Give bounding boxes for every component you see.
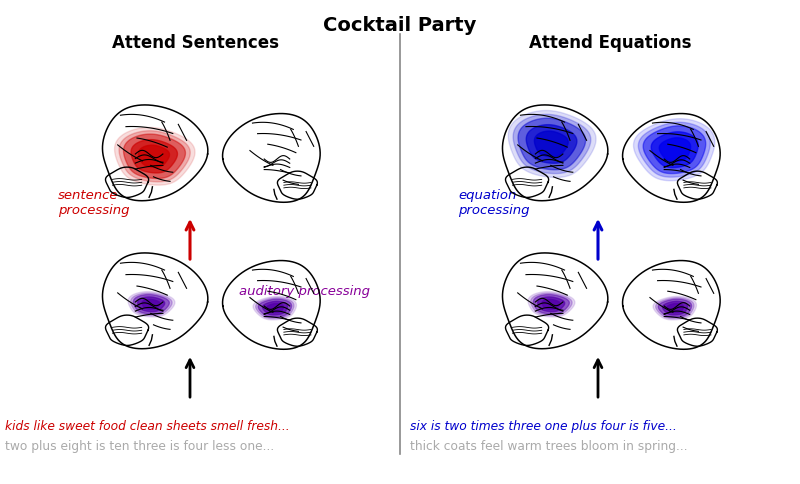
Polygon shape (678, 318, 718, 346)
Polygon shape (659, 138, 690, 162)
Polygon shape (542, 300, 560, 309)
Polygon shape (258, 299, 291, 317)
Polygon shape (253, 296, 297, 320)
Polygon shape (653, 296, 697, 320)
Polygon shape (634, 119, 714, 181)
Polygon shape (106, 167, 149, 197)
Polygon shape (662, 302, 687, 315)
Polygon shape (530, 293, 572, 316)
Text: Attend Sentences: Attend Sentences (111, 34, 278, 52)
Polygon shape (502, 253, 608, 349)
Text: thick coats feel warm trees bloom in spring...: thick coats feel warm trees bloom in spr… (410, 440, 688, 453)
Text: auditory processing: auditory processing (239, 285, 370, 298)
Polygon shape (142, 300, 160, 309)
Polygon shape (102, 253, 208, 349)
Polygon shape (262, 302, 287, 315)
Polygon shape (106, 315, 149, 346)
Polygon shape (222, 114, 320, 202)
Text: sentence
processing: sentence processing (58, 189, 130, 217)
Polygon shape (138, 297, 165, 312)
Polygon shape (518, 118, 586, 170)
Polygon shape (526, 125, 577, 163)
Polygon shape (278, 318, 318, 346)
Polygon shape (131, 139, 178, 173)
Polygon shape (622, 114, 720, 202)
Polygon shape (534, 131, 568, 157)
Text: two plus eight is ten three is four less one...: two plus eight is ten three is four less… (5, 440, 274, 453)
Polygon shape (622, 260, 720, 349)
Polygon shape (256, 298, 294, 318)
Polygon shape (506, 167, 549, 197)
Text: equation
processing: equation processing (458, 189, 530, 217)
Polygon shape (638, 122, 710, 177)
Text: Attend Equations: Attend Equations (529, 34, 691, 52)
Polygon shape (267, 303, 283, 313)
Polygon shape (502, 105, 608, 201)
Polygon shape (538, 297, 565, 312)
Polygon shape (643, 126, 706, 174)
Polygon shape (656, 298, 694, 318)
Polygon shape (506, 315, 549, 346)
Polygon shape (534, 295, 570, 314)
Polygon shape (513, 114, 590, 174)
Polygon shape (102, 105, 208, 201)
Text: kids like sweet food clean sheets smell fresh...: kids like sweet food clean sheets smell … (5, 420, 290, 433)
Polygon shape (278, 171, 318, 199)
Polygon shape (134, 295, 170, 314)
Polygon shape (667, 303, 683, 313)
Text: six is two times three one plus four is five...: six is two times three one plus four is … (410, 420, 677, 433)
Polygon shape (130, 293, 172, 316)
Polygon shape (119, 131, 190, 182)
Polygon shape (123, 134, 186, 179)
Polygon shape (651, 132, 698, 167)
Text: Cocktail Party: Cocktail Party (323, 16, 477, 35)
Polygon shape (114, 127, 195, 185)
Polygon shape (508, 110, 596, 178)
Polygon shape (222, 260, 320, 349)
Polygon shape (658, 299, 691, 317)
Polygon shape (678, 171, 718, 199)
Polygon shape (138, 145, 170, 167)
Polygon shape (528, 291, 575, 317)
Polygon shape (128, 291, 175, 317)
